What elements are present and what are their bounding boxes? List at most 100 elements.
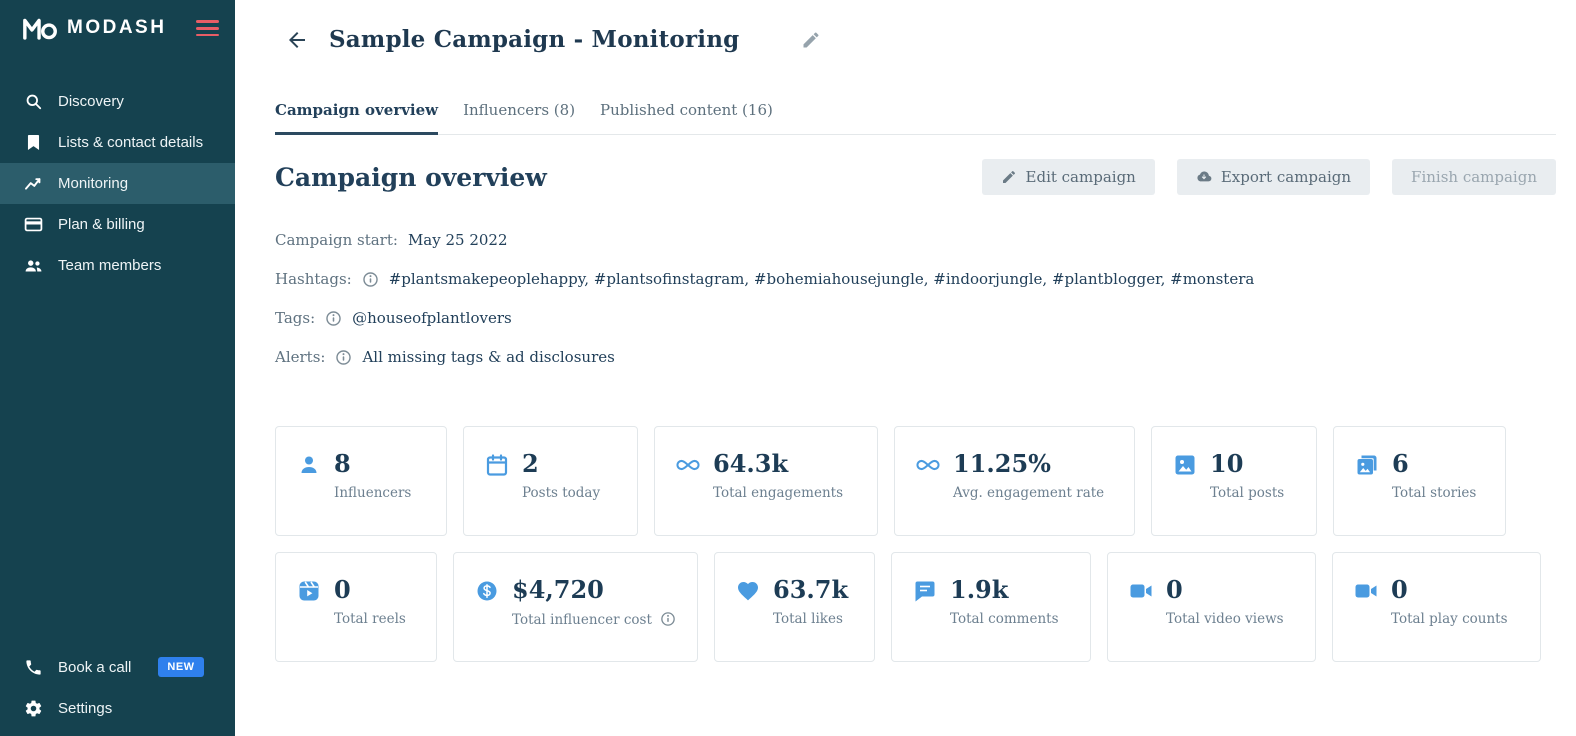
info-icon[interactable] bbox=[325, 310, 342, 327]
pencil-icon bbox=[1001, 169, 1017, 185]
stat-card-body: 0 Total reels bbox=[334, 577, 406, 627]
stat-label: Influencers bbox=[334, 485, 411, 501]
stat-label-text: Total play counts bbox=[1391, 611, 1508, 628]
detail-row-hashtags: Hashtags: #plantsmakepeoplehappy, #plants… bbox=[275, 268, 1556, 290]
stat-value: 0 bbox=[334, 575, 351, 604]
sidebar-item-label: Monitoring bbox=[58, 174, 129, 192]
stat-label-text: Posts today bbox=[522, 485, 601, 502]
page-header: Sample Campaign - Monitoring bbox=[275, 0, 1556, 53]
stat-card-total-play-counts: 0 Total play counts bbox=[1332, 552, 1541, 662]
stat-value: 10 bbox=[1210, 449, 1244, 478]
info-icon[interactable] bbox=[335, 349, 352, 366]
sidebar-item-label: Book a call bbox=[58, 658, 132, 676]
search-icon bbox=[24, 92, 43, 111]
heart-icon bbox=[735, 579, 761, 603]
images-icon bbox=[1354, 453, 1380, 477]
stat-label: Posts today bbox=[522, 485, 600, 501]
stat-label: Total likes bbox=[773, 611, 848, 627]
finish-campaign-label: Finish campaign bbox=[1411, 168, 1537, 186]
image-icon bbox=[1172, 453, 1198, 477]
stats-row-1: 8 Influencers 2 Posts today 64.3k Total engag… bbox=[275, 426, 1556, 536]
stat-label: Avg. engagement rate bbox=[953, 485, 1104, 501]
stat-card-total-engagements: 64.3k Total engagements bbox=[654, 426, 878, 536]
sidebar-item-label: Plan & billing bbox=[58, 215, 145, 233]
stats-cards: 8 Influencers 2 Posts today 64.3k Total engag… bbox=[275, 426, 1556, 662]
stat-label-text: Total posts bbox=[1210, 485, 1285, 502]
infinity-icon bbox=[915, 453, 941, 477]
stat-label: Total comments bbox=[950, 611, 1059, 627]
stat-label-text: Avg. engagement rate bbox=[953, 485, 1105, 502]
detail-label: Hashtags: bbox=[275, 270, 352, 288]
tab-campaign-overview[interactable]: Campaign overview bbox=[275, 101, 439, 135]
stat-label-text: Influencers bbox=[334, 485, 412, 502]
sidebar-item-book-a-call[interactable]: Book a call NEW bbox=[0, 646, 235, 688]
back-button[interactable] bbox=[285, 28, 309, 52]
modash-logo-text: MODASH bbox=[67, 17, 167, 39]
tab-label: Influencers (8) bbox=[463, 101, 576, 119]
detail-value: @houseofplantlovers bbox=[352, 309, 512, 327]
section-header-row: Campaign overview Edit campaign Export c… bbox=[275, 159, 1556, 195]
person-icon bbox=[296, 453, 322, 477]
stat-card-avg-engagement-rate: 11.25% Avg. engagement rate bbox=[894, 426, 1135, 536]
stat-card-posts-today: 2 Posts today bbox=[463, 426, 638, 536]
video-camera-icon bbox=[1353, 579, 1379, 603]
edit-campaign-button[interactable]: Edit campaign bbox=[981, 159, 1155, 195]
stat-value: 11.25% bbox=[953, 449, 1051, 478]
stat-card-total-video-views: 0 Total video views bbox=[1107, 552, 1316, 662]
export-campaign-label: Export campaign bbox=[1220, 168, 1352, 186]
main-content: Sample Campaign - Monitoring Campaign ov… bbox=[235, 0, 1576, 736]
credit-card-icon bbox=[24, 215, 43, 234]
finish-campaign-button[interactable]: Finish campaign bbox=[1392, 159, 1556, 195]
tab-published-content-16[interactable]: Published content (16) bbox=[600, 101, 773, 135]
stat-label-text: Total influencer cost bbox=[512, 612, 652, 629]
export-campaign-button[interactable]: Export campaign bbox=[1176, 159, 1371, 195]
sidebar-item-label: Settings bbox=[58, 700, 113, 717]
modash-logo-mark-icon bbox=[22, 16, 58, 41]
line-chart-icon bbox=[24, 174, 43, 193]
info-icon[interactable] bbox=[660, 611, 676, 627]
sidebar-item-plan-billing[interactable]: Plan & billing bbox=[0, 204, 235, 245]
video-camera-icon bbox=[1128, 579, 1154, 603]
hamburger-menu-icon[interactable] bbox=[196, 14, 219, 43]
stat-value: 64.3k bbox=[713, 449, 789, 478]
stat-label-text: Total comments bbox=[950, 611, 1059, 628]
stat-label: Total video views bbox=[1166, 611, 1284, 627]
detail-label: Campaign start: bbox=[275, 231, 398, 249]
sidebar-item-settings[interactable]: Settings bbox=[0, 688, 235, 729]
stat-label-text: Total stories bbox=[1392, 485, 1477, 502]
sidebar-item-partial[interactable] bbox=[0, 729, 235, 736]
tab-bar: Campaign overview Influencers (8) Publishe… bbox=[275, 101, 1556, 135]
stat-card-total-posts: 10 Total posts bbox=[1151, 426, 1317, 536]
stat-card-total-reels: 0 Total reels bbox=[275, 552, 437, 662]
sidebar-item-monitoring[interactable]: Monitoring bbox=[0, 162, 235, 204]
stat-card-body: 63.7k Total likes bbox=[773, 577, 848, 627]
detail-label: Alerts: bbox=[275, 348, 326, 366]
stat-value: $4,720 bbox=[512, 575, 604, 604]
stat-card-total-stories: 6 Total stories bbox=[1333, 426, 1506, 536]
team-icon bbox=[24, 256, 43, 275]
stat-value: 0 bbox=[1391, 575, 1408, 604]
sidebar-item-discovery[interactable]: Discovery bbox=[0, 81, 235, 122]
tab-influencers-8[interactable]: Influencers (8) bbox=[463, 101, 575, 135]
stat-card-body: 0 Total video views bbox=[1166, 577, 1284, 627]
stat-value: 0 bbox=[1166, 575, 1183, 604]
stat-label: Total influencer cost bbox=[512, 611, 676, 628]
sidebar-item-team-members[interactable]: Team members bbox=[0, 245, 235, 286]
infinity-icon bbox=[675, 453, 701, 477]
info-icon[interactable] bbox=[362, 271, 379, 288]
campaign-actions: Edit campaign Export campaign Finish cam… bbox=[981, 159, 1556, 195]
cloud-export-icon bbox=[1196, 169, 1212, 185]
stat-card-total-likes: 63.7k Total likes bbox=[714, 552, 875, 662]
stat-card-body: 11.25% Avg. engagement rate bbox=[953, 451, 1104, 501]
sidebar-item-lists-contact-details[interactable]: Lists & contact details bbox=[0, 122, 235, 163]
stat-value: 63.7k bbox=[773, 575, 849, 604]
comment-icon bbox=[912, 579, 938, 603]
edit-title-pencil-icon[interactable] bbox=[801, 30, 821, 50]
stat-card-body: 0 Total play counts bbox=[1391, 577, 1508, 627]
edit-campaign-label: Edit campaign bbox=[1025, 168, 1136, 186]
detail-label: Tags: bbox=[275, 309, 316, 327]
stats-row-2: 0 Total reels $4,720 Total influencer cost 6… bbox=[275, 552, 1556, 662]
sidebar-bottom-nav: Book a call NEW Settings bbox=[0, 646, 235, 736]
stat-card-total-comments: 1.9k Total comments bbox=[891, 552, 1091, 662]
